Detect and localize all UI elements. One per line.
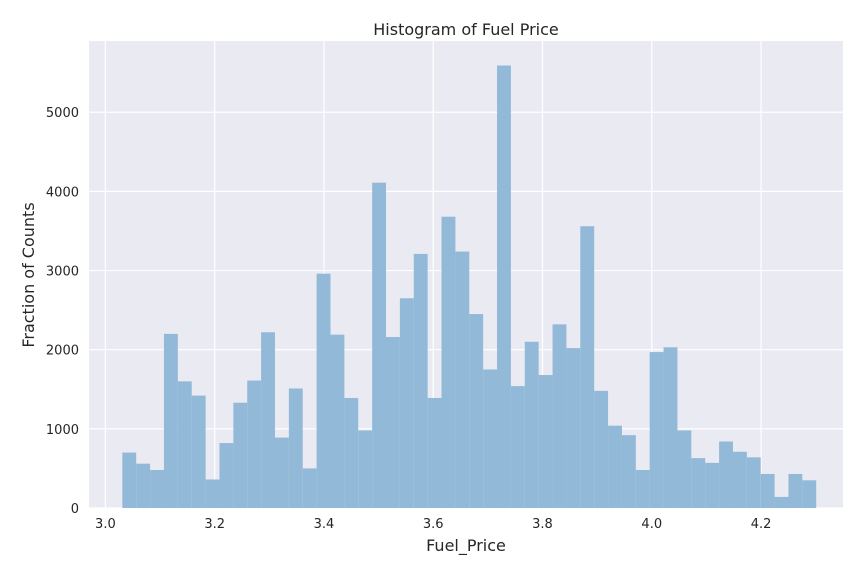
histogram-bar [441,216,456,509]
x-axis-label: Fuel_Price [426,536,506,556]
histogram-bar [177,381,192,508]
histogram-bar [386,337,400,508]
histogram-bar [594,390,609,508]
x-tick-label: 3.8 [532,517,553,532]
histogram-bar [205,479,220,508]
histogram-bar [455,251,470,508]
histogram-bar [510,386,525,508]
y-tick-label: 5000 [46,106,79,121]
x-tick-label: 3.2 [204,517,225,532]
histogram-bar [150,470,164,508]
y-tick-label: 0 [71,502,79,517]
histogram-bar [608,425,622,508]
histogram-bar [427,397,442,508]
histogram-bar [122,452,137,508]
histogram-bar [274,437,289,508]
histogram-bar [802,480,817,508]
histogram-bar [372,182,387,508]
histogram-bar [649,352,664,508]
histogram-bar [163,333,178,508]
x-tick-label: 3.0 [95,517,116,532]
histogram-bars [122,65,817,509]
histogram-bar [330,334,345,508]
histogram-bar [413,253,428,508]
y-tick-label: 2000 [46,344,79,359]
histogram-bar [524,341,539,508]
histogram-bar [261,332,275,508]
y-tick-label: 4000 [46,185,79,200]
histogram-bar [302,468,317,508]
histogram-bar [316,273,331,508]
histogram-bar [691,458,706,508]
x-tick-label: 4.2 [751,517,772,532]
x-tick-label: 3.6 [423,517,444,532]
y-tick-label: 1000 [46,423,79,438]
chart-title: Histogram of Fuel Price [373,20,558,39]
histogram-bar [233,402,248,508]
histogram-bar [191,395,206,508]
histogram-bar [358,430,373,508]
histogram-bar [621,435,636,508]
y-tick-label: 3000 [46,265,79,280]
histogram-bar [219,443,234,508]
x-tick-labels: 3.0 3.2 3.4 3.6 3.8 4.0 4.2 [95,517,771,532]
histogram-bar [566,348,581,508]
histogram-bar [552,324,567,508]
histogram-bar [705,462,720,508]
histogram-bar [788,473,803,508]
y-axis-label: Fraction of Counts [19,202,38,347]
histogram-bar [469,314,484,508]
x-tick-label: 3.4 [314,517,335,532]
histogram-bar [399,298,414,508]
histogram-bar [538,375,553,508]
histogram-bar [774,496,789,508]
histogram-bar [483,369,498,508]
histogram-bar [732,451,747,508]
histogram-bar [344,397,359,508]
histogram-bar [760,473,775,508]
histogram-bar [247,380,262,508]
histogram-bar [136,463,151,508]
histogram-bar [288,388,303,508]
x-tick-label: 4.0 [641,517,662,532]
histogram-bar [663,347,678,508]
histogram-bar [580,226,595,508]
histogram-bar [677,430,692,508]
histogram-bar [719,441,733,508]
y-tick-labels: 0 1000 2000 3000 4000 5000 [46,106,79,517]
histogram-bar [746,457,761,508]
histogram-bar [497,65,511,508]
histogram-bar [635,470,650,508]
